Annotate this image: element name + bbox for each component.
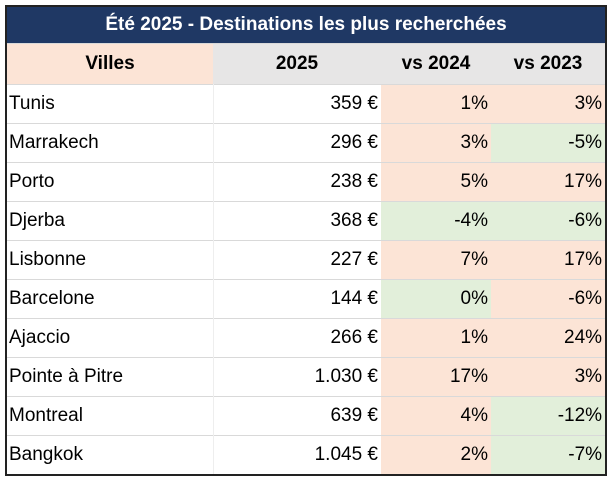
value-cell: 144 € <box>213 279 381 319</box>
value-cell: 1% <box>381 84 491 124</box>
column-header: 2025 <box>213 43 381 85</box>
column-header: Villes <box>6 43 213 85</box>
value-cell: 17% <box>491 162 607 202</box>
table-row: Barcelone 144 €0% -6% <box>6 279 607 319</box>
value-cell: 1.045 € <box>213 435 381 475</box>
table-row: Bangkok 1.045 €2% -7% <box>6 435 607 475</box>
column-header: vs 2024 <box>381 43 491 85</box>
value-cell: 296 € <box>213 123 381 163</box>
value-cell: 7% <box>381 240 491 280</box>
table-title: Été 2025 - Destinations les plus recherc… <box>6 6 607 44</box>
value-cell: 368 € <box>213 201 381 241</box>
value-cell: 17% <box>491 240 607 280</box>
value-cell: -6% <box>491 279 607 319</box>
city-cell: Pointe à Pitre <box>6 357 214 397</box>
value-cell: -4% <box>381 201 491 241</box>
value-cell: 359 € <box>213 84 381 124</box>
city-cell: Tunis <box>6 84 214 124</box>
value-cell: 266 € <box>213 318 381 358</box>
city-cell: Marrakech <box>6 123 214 163</box>
value-cell: 3% <box>491 84 607 124</box>
city-cell: Bangkok <box>6 435 214 475</box>
city-cell: Montreal <box>6 396 214 436</box>
table-row: Lisbonne 227 €7% 17% <box>6 240 607 280</box>
value-cell: 5% <box>381 162 491 202</box>
city-cell: Ajaccio <box>6 318 214 358</box>
table-head: Été 2025 - Destinations les plus recherc… <box>6 6 607 85</box>
city-cell: Porto <box>6 162 214 202</box>
value-cell: 3% <box>491 357 607 397</box>
value-cell: -6% <box>491 201 607 241</box>
table-row: Porto 238 €5% 17% <box>6 162 607 202</box>
value-cell: -12% <box>491 396 607 436</box>
value-cell: 17% <box>381 357 491 397</box>
table-row: Djerba 368 € -4% -6% <box>6 201 607 241</box>
destinations-table: Été 2025 - Destinations les plus recherc… <box>5 5 608 476</box>
city-cell: Barcelone <box>6 279 214 319</box>
table-row: Montreal 639 €4% -12% <box>6 396 607 436</box>
value-cell: 1% <box>381 318 491 358</box>
city-cell: Lisbonne <box>6 240 214 280</box>
value-cell: 1.030 € <box>213 357 381 397</box>
value-cell: 3% <box>381 123 491 163</box>
city-cell: Djerba <box>6 201 214 241</box>
table-body: Tunis 359 €1% 3% Marrakech 296 €3% -5% Porto 23… <box>6 84 607 475</box>
table-row: Pointe à Pitre 1.030 €17% 3% <box>6 357 607 397</box>
value-cell: 24% <box>491 318 607 358</box>
table-row: Marrakech 296 €3% -5% <box>6 123 607 163</box>
value-cell: 238 € <box>213 162 381 202</box>
value-cell: 227 € <box>213 240 381 280</box>
value-cell: 639 € <box>213 396 381 436</box>
value-cell: 4% <box>381 396 491 436</box>
header-row: Villes 2025 vs 2024 vs 2023 <box>6 43 607 85</box>
value-cell: -7% <box>491 435 607 475</box>
value-cell: 0% <box>381 279 491 319</box>
value-cell: -5% <box>491 123 607 163</box>
table-row: Tunis 359 €1% 3% <box>6 84 607 124</box>
value-cell: 2% <box>381 435 491 475</box>
title-row: Été 2025 - Destinations les plus recherc… <box>6 6 607 44</box>
table-row: Ajaccio 266 €1% 24% <box>6 318 607 358</box>
column-header: vs 2023 <box>491 43 607 85</box>
